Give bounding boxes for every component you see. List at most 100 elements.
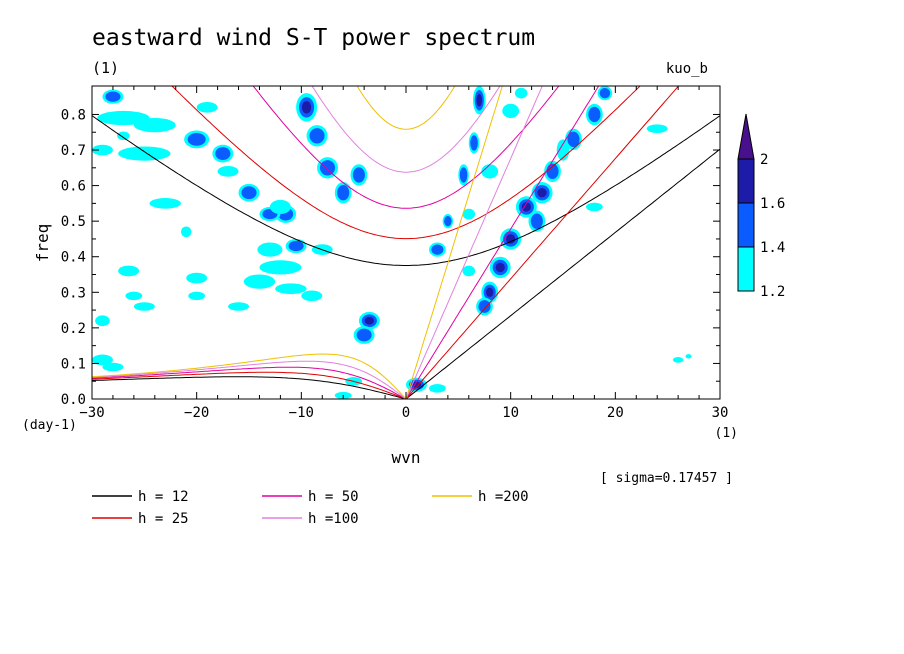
kelvin-curve [405,148,720,399]
spectral-contour-blob [92,354,113,366]
colorbar-swatch [737,246,755,292]
spectral-contour-blob [118,146,171,161]
spectral-contour-blob [481,164,499,179]
y-tick-label: 0.7 [61,143,86,159]
spectral-contour-blob [502,103,520,119]
spectral-contour-blob [514,87,528,99]
colorbar-label: 1.6 [760,196,785,212]
y-tick-label: 0.2 [61,321,86,337]
spectral-contour-blob [506,234,516,244]
inertia-gravity-curve [311,86,501,173]
spectral-contour-blob [186,272,208,284]
spectral-contour-blob [301,290,323,302]
spectral-contour-blob [364,316,374,325]
inertia-gravity-curve [356,86,456,130]
spectral-contour-blob [521,202,531,212]
kelvin-curve [405,86,503,399]
spectral-contours [92,86,692,399]
spectral-contour-blob [188,291,206,301]
y-tick-label: 0.0 [61,392,86,408]
spectral-contour-blob [352,167,365,183]
spectral-contour-blob [646,124,668,133]
spectral-contour-blob [672,357,684,363]
spectral-contour-blob [429,384,446,393]
spectral-contour-blob [97,110,150,126]
colorbar-label: 2 [760,152,768,168]
x-tick-label: −10 [289,405,314,421]
y-tick-label: 0.1 [61,356,86,372]
spectral-contour-blob [599,87,611,99]
x-tick-label: −30 [79,405,104,421]
rossby-curve [92,353,407,399]
plot-frame [91,85,721,400]
colorbar: 2 1.6 1.4 1.2 [737,113,785,300]
x-axis-label: wvn [392,448,421,467]
x-tick-label: 0 [402,405,410,421]
spectral-contour-blob [586,202,603,212]
y-tick-label: 0.8 [61,107,86,123]
spectral-contour-blob [217,166,239,177]
spectral-contour-blob [105,91,121,102]
spectral-contour-blob [337,185,350,201]
y-axis-ticks: 0.0 0.1 0.2 0.3 0.4 0.5 0.6 0.7 0.8 [61,107,720,408]
spectral-contour-blob [537,188,547,198]
x-tick-label: 10 [502,405,519,421]
inertia-gravity-curve [171,86,641,240]
spectral-contour-blob [228,302,250,311]
spectral-contour-blob [117,131,130,141]
colorbar-label: 1.2 [760,284,785,300]
chart-subtitle-left: (1) [92,59,119,77]
spectral-contour-blob [187,132,206,146]
spectral-contour-blob [309,128,325,144]
spectral-contour-blob [495,262,505,273]
spectral-contour-blob [444,216,452,227]
y-tick-label: 0.3 [61,285,86,301]
spectral-contour-blob [102,362,124,372]
inertia-gravity-curve [92,115,720,266]
spectral-contour-blob [470,135,478,151]
spectral-contour-blob [486,287,494,297]
spectral-contour-blob [118,265,140,277]
spectral-contour-blob [301,101,312,114]
spectral-contour-blob [275,283,307,295]
y-tick-label: 0.5 [61,214,86,230]
y-axis-unit: (day-1) [22,418,77,433]
spectral-contour-blob [125,291,143,301]
spectral-contour-blob [269,199,291,215]
spectral-contour-blob [567,131,580,148]
x-axis-unit: (1) [715,426,738,441]
colorbar-swatch [737,158,755,204]
spectral-contour-blob [462,208,476,220]
inertia-gravity-curve [252,86,560,209]
spectral-contour-blob [476,93,483,107]
rossby-curve [92,360,407,399]
chart-subtitle-right: kuo_b [666,61,708,77]
x-axis-ticks: −30 −20 −10 0 10 20 30 [79,86,728,421]
kelvin-curve [405,86,680,399]
y-axis-label: freq [33,224,52,263]
colorbar-swatch [737,202,755,248]
spectral-contour-blob [133,118,176,133]
spectral-contour-blob [288,240,304,252]
legend-label: h = 25 [138,511,189,527]
spectral-contour-blob [546,163,559,180]
spectral-contour-blob [92,144,113,156]
spectral-contour-blob [530,213,543,229]
colorbar-label: 1.4 [760,240,785,256]
spectral-contour-blob [259,260,302,275]
spectral-contour-blob [478,300,491,313]
legend-label: h = 50 [308,489,359,505]
rossby-curve [92,366,407,399]
dispersion-curves [92,86,720,399]
x-tick-label: −20 [184,405,209,421]
spectral-contour-blob [196,102,218,113]
spectral-contour-blob [241,186,257,200]
y-tick-label: 0.6 [61,179,86,195]
spectral-contour-blob [149,198,181,209]
x-tick-label: 30 [712,405,729,421]
spectral-contour-blob [133,302,155,311]
spectral-contour-blob [180,226,192,238]
sigma-note: [ sigma=0.17457 ] [600,471,733,486]
spectral-contour-blob [431,244,444,255]
